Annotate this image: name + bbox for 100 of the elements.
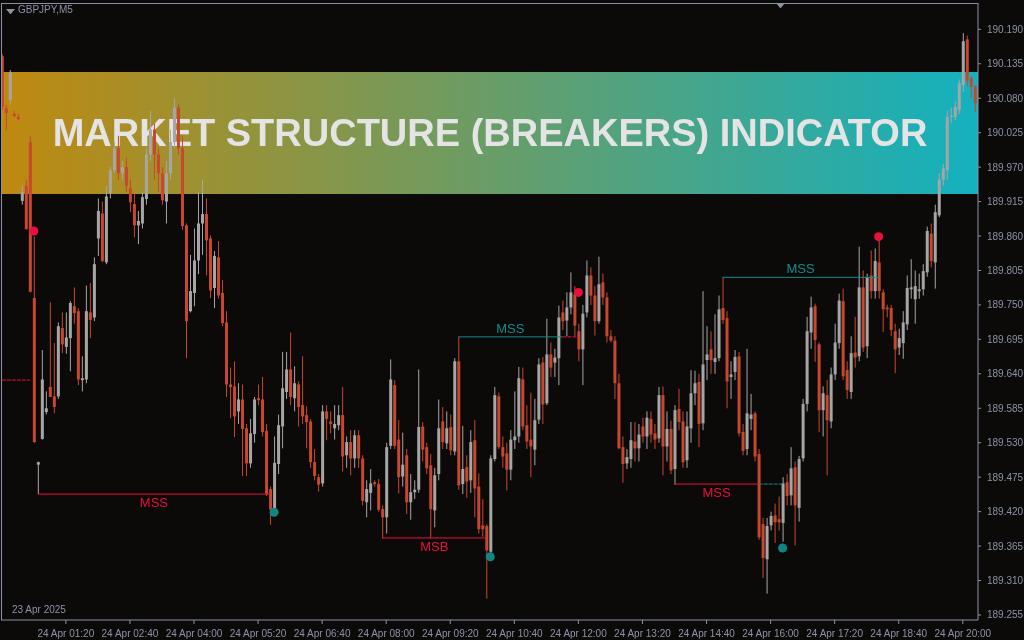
- candlestick: [297, 380, 301, 427]
- series-label: MSB: [420, 539, 449, 555]
- candlestick: [641, 417, 645, 444]
- x-tick-label: 24 Apr 13:20: [614, 628, 672, 639]
- candlestick: [913, 269, 917, 325]
- candlestick: [881, 288, 885, 333]
- y-tick-label: 190.135: [987, 58, 1024, 70]
- point: [778, 543, 788, 553]
- x-tick-label: 24 Apr 08:00: [357, 628, 415, 639]
- y-tick-label: 189.310: [987, 575, 1024, 587]
- candlestick: [52, 342, 56, 414]
- candlestick: [313, 448, 317, 481]
- candlestick: [353, 429, 357, 469]
- candlestick: [229, 367, 233, 419]
- candlestick: [257, 383, 261, 406]
- candlestick: [869, 249, 873, 300]
- point: [573, 287, 583, 297]
- y-tick-label: 189.420: [987, 506, 1024, 518]
- y-tick-label: 190.190: [987, 23, 1024, 35]
- series-label: MSS: [702, 485, 731, 501]
- candlestick: [633, 421, 637, 463]
- candlestick: [60, 311, 64, 354]
- x-tick-label: 24 Apr 17:20: [806, 628, 864, 639]
- candlestick: [449, 414, 453, 456]
- y-tick-label: 190.025: [987, 127, 1024, 139]
- candlestick: [629, 421, 633, 469]
- candlestick: [853, 316, 857, 369]
- x-tick-label: 24 Apr 02:40: [101, 628, 159, 639]
- candlestick: [549, 342, 553, 378]
- candlestick: [349, 429, 353, 476]
- series-label: MSS: [786, 261, 816, 277]
- y-tick-label: 189.530: [987, 437, 1024, 449]
- candlestick: [785, 473, 789, 506]
- candlestick: [128, 179, 132, 213]
- candlestick: [665, 410, 669, 463]
- candlestick: [409, 473, 413, 521]
- candlestick: [237, 382, 241, 425]
- candlestick: [36, 461, 40, 495]
- series-label: MSS: [496, 320, 525, 336]
- candlestick: [501, 435, 505, 469]
- x-tick-label: 24 Apr 20:00: [934, 628, 992, 639]
- y-tick-label: 189.255: [987, 609, 1024, 621]
- candlestick: [357, 429, 361, 469]
- candlestick: [561, 300, 565, 331]
- candlestick: [108, 166, 112, 199]
- candlestick: [513, 390, 517, 450]
- point: [874, 232, 884, 242]
- candlestick: [733, 349, 737, 381]
- y-tick-label: 189.970: [987, 161, 1024, 173]
- candlestick: [201, 179, 204, 256]
- candlestick: [709, 330, 713, 375]
- x-tick-label: 24 Apr 18:40: [870, 628, 928, 639]
- candlestick: [369, 468, 373, 511]
- x-tick-label: 24 Apr 12:00: [550, 628, 608, 639]
- candlestick: [365, 479, 369, 518]
- candlestick: [821, 385, 825, 437]
- candlestick: [401, 432, 405, 488]
- candlestick: [505, 442, 509, 491]
- y-tick-label: 189.750: [987, 299, 1024, 311]
- y-tick-label: 190.080: [987, 92, 1024, 104]
- point: [29, 226, 39, 236]
- x-tick-label: 24 Apr 01:20: [37, 628, 95, 639]
- y-tick-label: 189.805: [987, 264, 1024, 276]
- x-tick-label: 24 Apr 05:20: [229, 628, 287, 639]
- candlestick: [156, 147, 160, 193]
- candlestick: [777, 496, 781, 531]
- candlestick: [293, 365, 297, 412]
- y-tick-label: 189.585: [987, 402, 1024, 414]
- y-tick-label: 189.915: [987, 196, 1024, 208]
- y-tick-label: 189.365: [987, 540, 1024, 552]
- candlestick: [120, 160, 124, 181]
- y-tick-label: 189.860: [987, 230, 1024, 242]
- candlestick: [329, 410, 333, 434]
- candlestick: [88, 282, 92, 339]
- y-tick-label: 189.475: [987, 471, 1024, 483]
- candlestick: [917, 273, 921, 300]
- point: [485, 552, 495, 562]
- candlestick: [333, 404, 337, 441]
- series-label: MSS: [139, 495, 169, 511]
- candlestick: [188, 254, 192, 313]
- x-tick-label: 24 Apr 14:40: [678, 628, 736, 639]
- candlestick: [124, 157, 128, 193]
- candlestick: [132, 193, 136, 238]
- candlestick: [325, 404, 329, 441]
- annotation: 23 Apr 2025: [12, 604, 66, 615]
- candlestick: [445, 410, 449, 450]
- x-tick-label: 24 Apr 09:20: [421, 628, 480, 639]
- candlestick: [301, 355, 305, 425]
- candlestick: [645, 410, 649, 450]
- candlestick: [20, 185, 24, 206]
- chart-subtitle: GBPJPY,M5: [18, 4, 73, 15]
- x-tick-label: 24 Apr 10:40: [485, 628, 544, 639]
- x-tick-label: 24 Apr 16:00: [742, 628, 800, 639]
- candlestick: [889, 304, 893, 337]
- candlestick: [637, 423, 641, 463]
- candlestick: [4, 103, 8, 131]
- candlestick: [893, 323, 897, 374]
- candlestick: [441, 406, 445, 450]
- candlestick: [565, 291, 569, 337]
- candlestick: [649, 410, 653, 444]
